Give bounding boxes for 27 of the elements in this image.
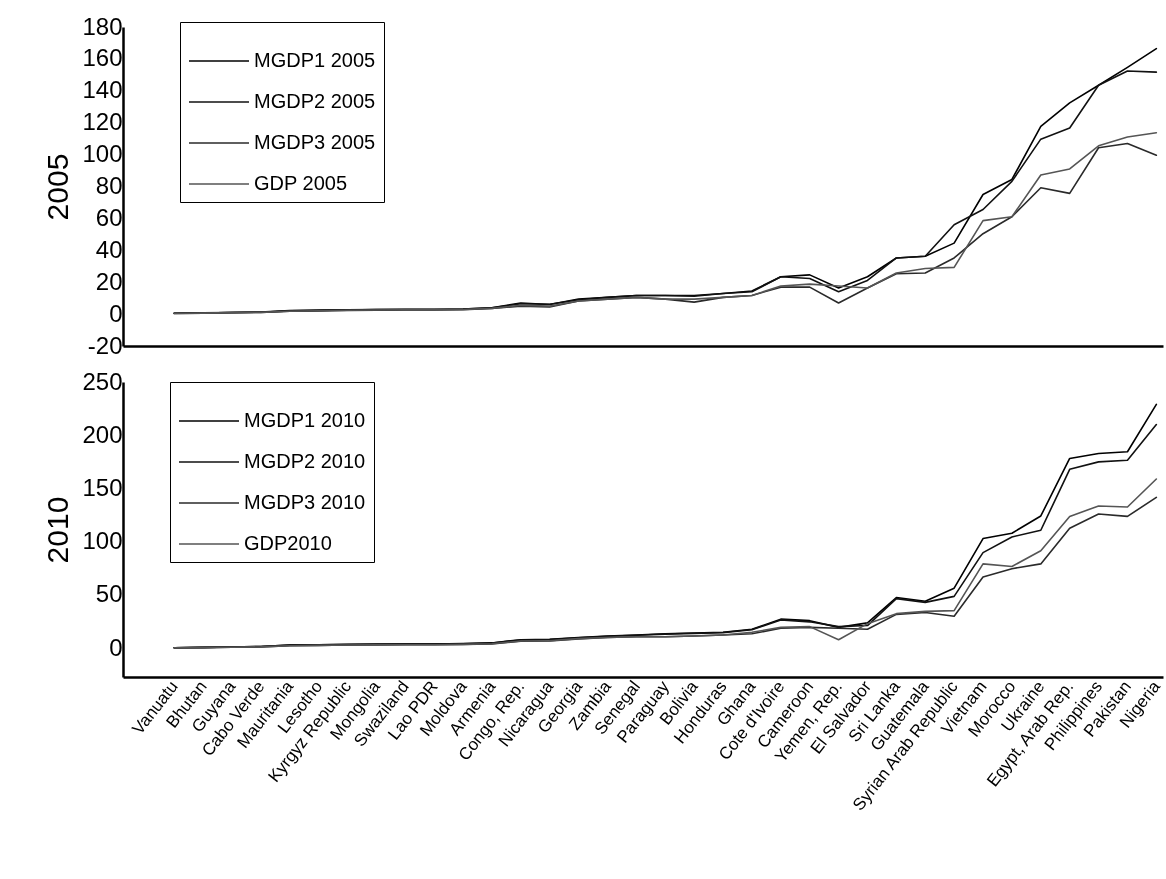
y-tick-label: 20 bbox=[95, 267, 123, 295]
y-tick-label: 120 bbox=[82, 108, 123, 136]
y-tick-label: -20 bbox=[87, 331, 123, 359]
legend-label: MGDP3 2010 bbox=[244, 491, 366, 513]
legend-label: MGDP1 2005 bbox=[254, 49, 376, 71]
y-tick-label: 160 bbox=[82, 44, 123, 72]
legend-label: MGDP1 2010 bbox=[244, 409, 366, 431]
y-tick-label: 180 bbox=[82, 12, 123, 40]
y-tick-label: 80 bbox=[95, 172, 123, 199]
y-tick-label: 60 bbox=[95, 203, 123, 231]
legend-label: MGDP2 2010 bbox=[244, 450, 366, 472]
y-tick-label: 0 bbox=[109, 633, 123, 661]
y-tick-label: 40 bbox=[95, 235, 123, 263]
legend-label: GDP2010 bbox=[244, 532, 332, 554]
y-tick-label: 50 bbox=[95, 580, 123, 608]
legend-label: MGDP2 2005 bbox=[254, 90, 376, 112]
y-tick-label: 250 bbox=[82, 367, 123, 395]
legend-label: GDP 2005 bbox=[254, 172, 348, 194]
y-axis-title: 2005 bbox=[41, 153, 75, 221]
y-tick-label: 150 bbox=[82, 474, 123, 501]
y-tick-label: 200 bbox=[82, 420, 123, 448]
legend-label: MGDP3 2005 bbox=[254, 131, 376, 153]
y-tick-label: 100 bbox=[82, 527, 123, 555]
y-tick-label: 100 bbox=[82, 140, 123, 168]
y-tick-label: 140 bbox=[82, 76, 123, 104]
y-axis-title: 2010 bbox=[41, 496, 75, 564]
y-tick-label: 0 bbox=[109, 299, 123, 327]
